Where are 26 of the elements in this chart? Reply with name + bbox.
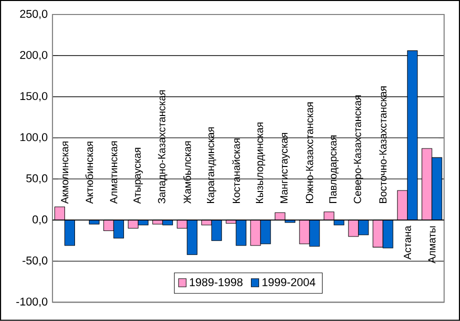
legend-label: 1999-2004	[262, 278, 316, 286]
x-tick-label: Астана	[404, 226, 412, 260]
x-tick-label: Костанайская	[232, 138, 240, 204]
x-tick-label: Алматы	[428, 226, 436, 264]
x-tick-label: Мангистауская	[280, 133, 290, 204]
y-tick-label: 200,0	[20, 51, 48, 60]
x-tick-label: Западно-Казахстанская	[158, 90, 168, 204]
x-tick-label: Восточно-Казахстанская	[379, 86, 387, 204]
y-tick-label: 100,0	[20, 133, 48, 143]
legend-label: 1989-1998	[190, 278, 243, 286]
x-tick-label: Кызылординская	[256, 122, 266, 204]
y-tick-label: 0,0	[32, 216, 48, 225]
x-tick-label: Южно-Казахстанская	[306, 102, 314, 204]
x-tick-label: Жамбылская	[183, 141, 191, 204]
x-tick-label: Акмолинская	[61, 142, 68, 204]
x-tick-label: Карагандинская	[206, 127, 216, 204]
x-tick-label: Алматинская	[110, 141, 118, 204]
y-tick-label: 150,0	[20, 92, 48, 102]
x-tick-label: Павлодарская	[329, 136, 339, 204]
x-tick-label: Атырауская	[134, 148, 143, 204]
y-tick-label: -100,0	[16, 298, 48, 308]
y-tick-label: 250,0	[20, 10, 48, 20]
y-tick-label: 50,0	[26, 174, 48, 184]
x-tick-label: Северо-Казахстанская	[354, 96, 364, 204]
x-tick-label: Актюбинская	[85, 142, 94, 204]
y-tick-label: -50,0	[22, 256, 48, 266]
